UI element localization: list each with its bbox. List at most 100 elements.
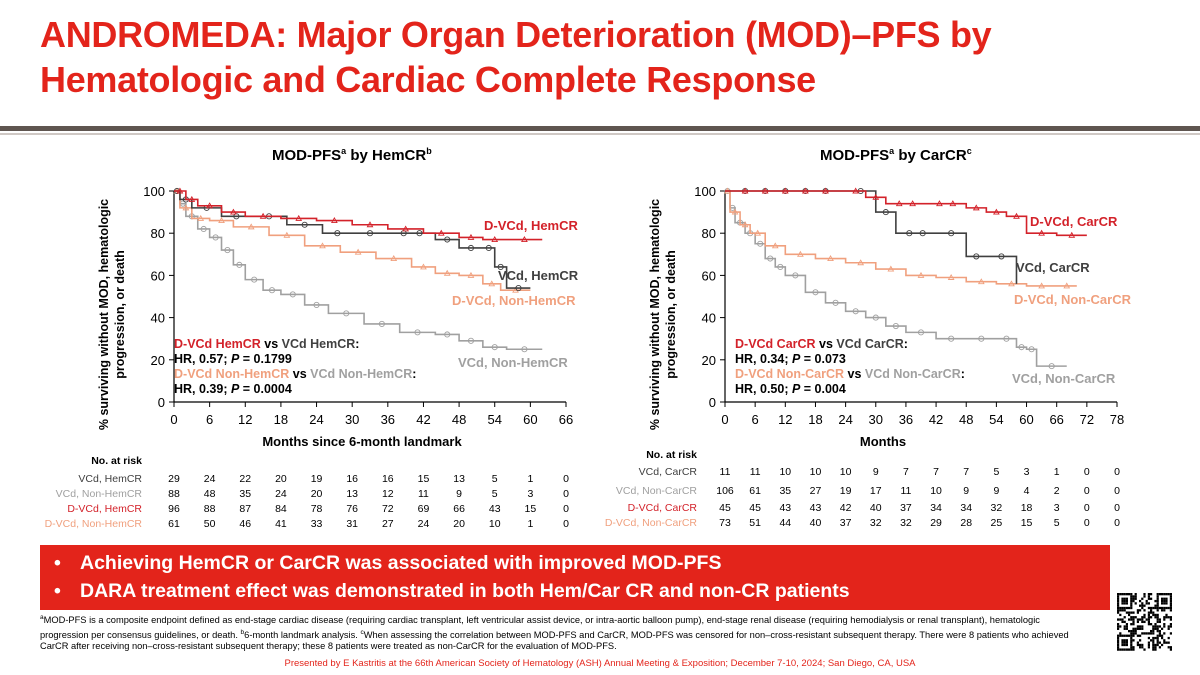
hazard-ratio-part: = 0.1799 — [239, 352, 292, 366]
risk-cell: 31 — [346, 518, 358, 530]
hazard-ratio-part: P — [231, 352, 240, 366]
censor-mark — [1038, 229, 1045, 236]
qr-module — [1121, 599, 1124, 603]
chart-title-main: MOD-PFS — [820, 147, 890, 164]
censor-mark — [236, 261, 243, 268]
qr-module — [1169, 616, 1172, 619]
qr-code-icon[interactable] — [1116, 592, 1174, 654]
qr-module — [1123, 625, 1126, 628]
qr-module — [1141, 625, 1144, 628]
censor-mark — [218, 217, 225, 223]
slide-title-line1: ANDROMEDA: Major Organ Deterioration (MO… — [40, 14, 992, 55]
finding-text-2: DARA treatment effect was demonstrated i… — [80, 580, 850, 602]
risk-cell: 17 — [870, 485, 882, 497]
censor-mark — [197, 214, 205, 221]
qr-module — [1143, 609, 1146, 612]
x-tick-label: 78 — [1110, 412, 1124, 427]
censor-mark — [259, 212, 267, 219]
qr-module — [1154, 625, 1157, 628]
qr-module — [1152, 646, 1155, 649]
hazard-ratio-part: = 0.073 — [800, 352, 846, 366]
qr-module — [1117, 602, 1120, 605]
title-divider-light — [0, 133, 1200, 135]
censor-mark — [998, 253, 1005, 260]
risk-cell: 5 — [492, 473, 498, 485]
qr-module — [1132, 611, 1135, 614]
y-tick-label: 40 — [702, 311, 716, 326]
qr-module — [1117, 606, 1120, 610]
qr-module — [1152, 606, 1155, 610]
censor-mark — [1063, 282, 1071, 289]
qr-module — [1156, 618, 1159, 621]
qr-module — [1167, 641, 1170, 644]
risk-cell: 106 — [716, 485, 734, 497]
qr-module — [1147, 616, 1150, 619]
qr-module — [1132, 629, 1135, 633]
y-tick-label: 60 — [151, 268, 165, 283]
censor-mark — [206, 202, 214, 209]
hazard-ratio-part: : — [412, 367, 416, 381]
censor-mark — [485, 244, 492, 252]
qr-module — [1156, 636, 1159, 640]
qr-module — [1117, 625, 1120, 628]
qr-module — [1123, 602, 1126, 605]
hazard-ratio-part: VCd Non-CarCR — [865, 367, 961, 381]
censor-mark — [366, 221, 374, 228]
qr-module — [1158, 634, 1161, 637]
qr-module — [1158, 606, 1161, 610]
censor-mark — [761, 187, 769, 194]
x-tick-label: 54 — [989, 412, 1003, 427]
qr-module — [1150, 623, 1153, 626]
hazard-ratio-part: D-VCd Non-CarCR — [735, 367, 844, 381]
footnote-marker: a — [40, 614, 44, 621]
qr-module — [1163, 623, 1166, 626]
footnote-marker: c — [360, 628, 364, 636]
qr-module — [1163, 616, 1166, 619]
risk-cell: 42 — [840, 502, 852, 514]
qr-module — [1136, 627, 1139, 630]
hazard-ratio-part: D-VCd CarCR — [735, 337, 816, 351]
risk-cell: 0 — [563, 503, 569, 515]
qr-module — [1123, 634, 1126, 637]
censor-mark — [414, 329, 421, 336]
x-tick-label: 66 — [559, 412, 573, 427]
qr-module — [1130, 604, 1133, 607]
risk-cell: 32 — [870, 517, 882, 529]
qr-module — [1147, 618, 1150, 621]
censor-mark — [268, 287, 276, 294]
qr-module — [1147, 623, 1150, 626]
censor-mark — [832, 299, 839, 306]
censor-mark — [491, 236, 499, 242]
qr-module — [1117, 639, 1120, 642]
qr-module — [1117, 623, 1120, 626]
censor-mark — [754, 229, 762, 236]
qr-module — [1121, 634, 1124, 637]
censor-mark — [230, 208, 237, 215]
risk-row-label: VCd, Non-CarCR — [616, 485, 698, 497]
censor-mark — [973, 253, 980, 260]
qr-module — [1125, 597, 1128, 600]
risk-cell: 10 — [840, 466, 852, 478]
x-tick-label: 0 — [721, 412, 728, 427]
risk-cell: 19 — [311, 473, 323, 485]
hazard-ratio-line: D-VCd Non-HemCR vs VCd Non-HemCR: — [174, 367, 416, 381]
qr-module — [1163, 618, 1166, 621]
qr-module — [1143, 595, 1146, 598]
risk-cell: 0 — [563, 473, 569, 485]
hazard-ratio-part: vs — [844, 367, 865, 381]
qr-module — [1169, 599, 1172, 603]
qr-module — [1117, 636, 1120, 640]
risk-cell: 16 — [382, 473, 394, 485]
y-tick-label: 100 — [694, 184, 716, 199]
censor-mark — [977, 278, 985, 285]
risk-cell: 40 — [870, 502, 882, 514]
censor-mark — [467, 337, 475, 344]
censor-mark — [521, 236, 528, 242]
x-tick-label: 24 — [838, 412, 852, 427]
qr-module — [1134, 595, 1137, 598]
km-line — [174, 190, 531, 291]
qr-module — [1121, 641, 1124, 644]
qr-module — [1156, 639, 1159, 642]
censor-mark — [812, 289, 819, 296]
qr-module — [1150, 597, 1153, 600]
